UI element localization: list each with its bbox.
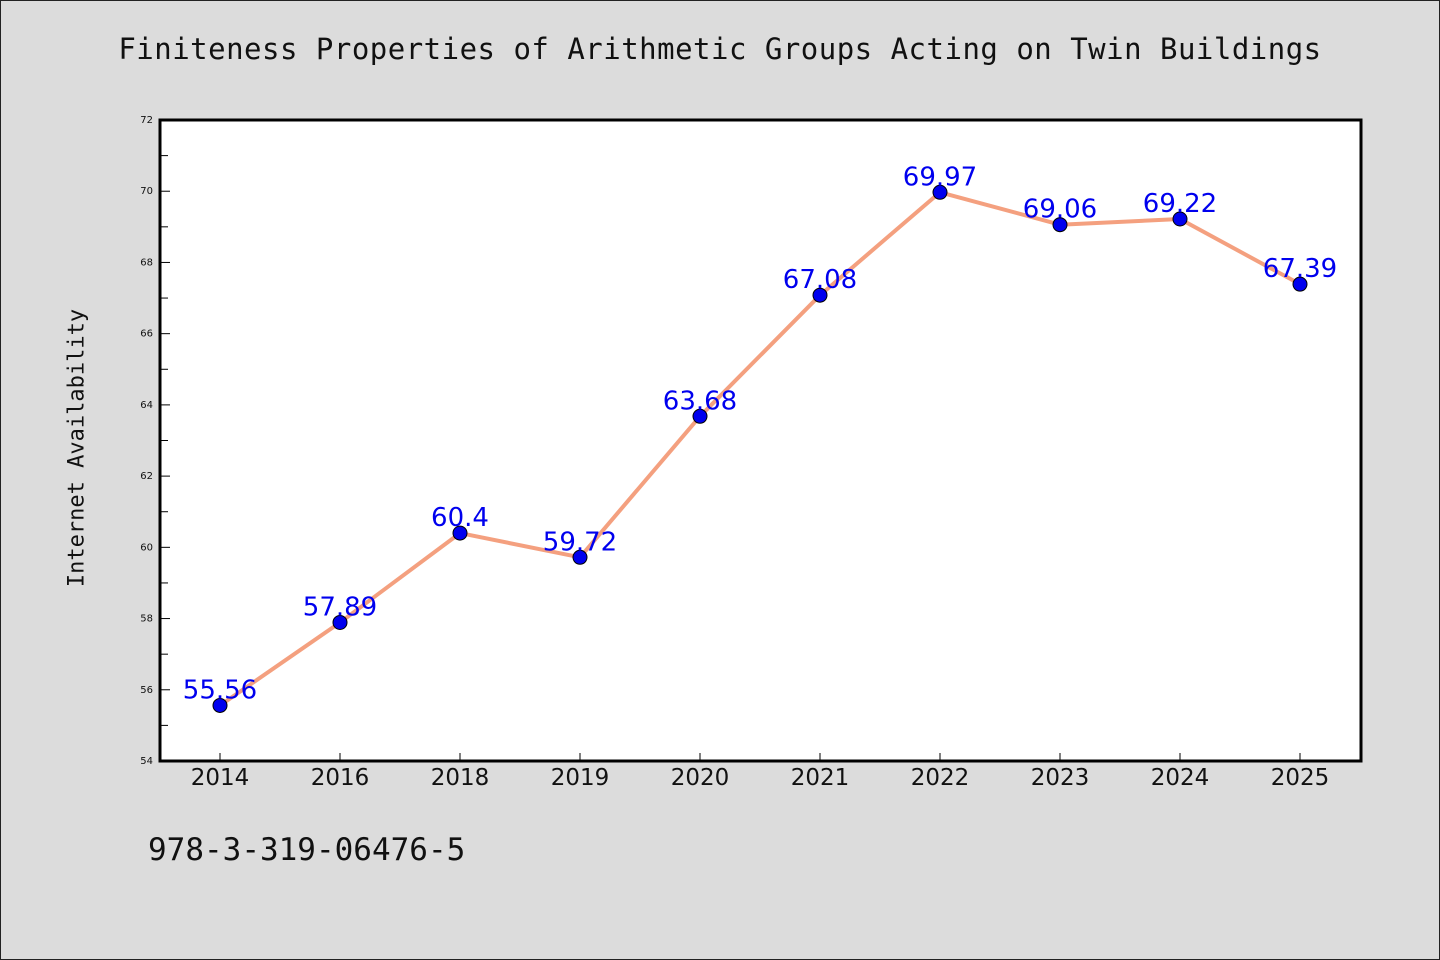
data-label: 69.97 bbox=[903, 162, 977, 192]
y-tick-label: 62 bbox=[140, 471, 153, 482]
data-label: 63.68 bbox=[663, 386, 737, 416]
data-point bbox=[332, 614, 348, 630]
data-point bbox=[212, 697, 228, 713]
data-label: 55.56 bbox=[183, 675, 257, 705]
footer-isbn: 978-3-319-06476-5 bbox=[148, 832, 466, 868]
data-label: 59.72 bbox=[543, 527, 617, 557]
x-tick-label: 2021 bbox=[791, 765, 850, 791]
y-tick-label: 72 bbox=[140, 115, 153, 126]
x-tick-label: 2014 bbox=[191, 765, 250, 791]
y-tick-label: 60 bbox=[140, 542, 153, 553]
y-tick-label: 64 bbox=[140, 400, 153, 411]
x-tick-label: 2025 bbox=[1271, 765, 1330, 791]
data-label: 60.4 bbox=[431, 503, 489, 533]
data-point bbox=[452, 525, 468, 541]
x-tick-label: 2020 bbox=[671, 765, 730, 791]
x-tick-label: 2023 bbox=[1031, 765, 1090, 791]
y-tick-label: 70 bbox=[140, 186, 153, 197]
data-points bbox=[212, 184, 1308, 713]
data-point bbox=[1292, 276, 1308, 292]
data-label: 69.06 bbox=[1023, 195, 1097, 225]
data-label: 67.08 bbox=[783, 265, 857, 295]
x-axis: 2014 2016 2018 2019 2020 2021 2022 2023 2024 2025 bbox=[191, 753, 1330, 791]
data-labels: 55.56 57.89 60.4 59.72 63.68 67.08 69.97 69.06 6… bbox=[183, 162, 1337, 705]
y-tick-label: 58 bbox=[140, 614, 153, 625]
x-tick-label: 2019 bbox=[551, 765, 610, 791]
y-tick-label: 66 bbox=[140, 329, 153, 340]
y-tick-label: 68 bbox=[140, 257, 153, 268]
data-point bbox=[932, 184, 948, 200]
x-tick-label: 2016 bbox=[311, 765, 370, 791]
data-label: 67.39 bbox=[1263, 254, 1337, 284]
data-point bbox=[692, 408, 708, 424]
x-tick-label: 2024 bbox=[1151, 765, 1210, 791]
x-tick-label: 2018 bbox=[431, 765, 490, 791]
series-line bbox=[218, 190, 1301, 708]
y-tick-label: 56 bbox=[140, 685, 153, 696]
data-point bbox=[812, 287, 828, 303]
data-label: 57.89 bbox=[303, 592, 377, 622]
data-point bbox=[572, 549, 588, 565]
y-tick-label: 54 bbox=[140, 756, 153, 767]
x-tick-label: 2022 bbox=[911, 765, 970, 791]
data-point bbox=[1172, 211, 1188, 227]
plot-area bbox=[158, 118, 1363, 763]
y-axis: 54 56 58 60 62 64 66 68 70 72 bbox=[140, 115, 170, 767]
chart-title: Finiteness Properties of Arithmetic Grou… bbox=[118, 32, 1322, 66]
series-line-group bbox=[218, 190, 1301, 708]
data-point bbox=[1052, 217, 1068, 233]
data-label: 69.22 bbox=[1143, 189, 1217, 219]
